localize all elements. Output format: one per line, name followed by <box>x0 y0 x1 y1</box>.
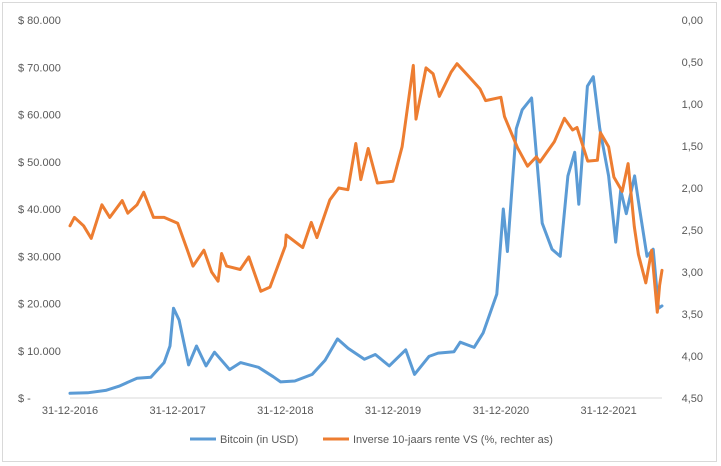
right-tick-label: 3,00 <box>682 267 703 279</box>
right-tick-label: 1,50 <box>682 141 703 153</box>
left-tick-label: $ 30.000 <box>18 251 61 263</box>
left-tick-label: $ 40.000 <box>18 204 61 216</box>
left-axis-ticks: $ - $ 10.000 $ 20.000 $ 30.000 $ 40.000 $ 50.… <box>18 15 61 405</box>
left-tick-label: $ 60.000 <box>18 110 61 122</box>
x-tick-label: 31-12-2019 <box>365 405 421 417</box>
legend-label: Inverse 10-jaars rente VS (%, rechter as… <box>353 434 553 446</box>
right-tick-label: 2,00 <box>682 183 703 195</box>
legend-label: Bitcoin (in USD) <box>220 434 298 446</box>
left-tick-label: $ - <box>18 393 31 405</box>
legend-item-bitcoin: Bitcoin (in USD) <box>190 434 298 446</box>
left-tick-label: $ 70.000 <box>18 62 61 74</box>
legend-item-treasury-yield: Inverse 10-jaars rente VS (%, rechter as… <box>323 434 553 446</box>
bitcoin-series-line <box>68 75 664 395</box>
right-tick-label: 4,00 <box>682 351 703 363</box>
right-tick-label: 2,50 <box>682 225 703 237</box>
left-tick-label: $ 50.000 <box>18 157 61 169</box>
x-tick-label: 31-12-2016 <box>42 405 98 417</box>
right-tick-label: 1,00 <box>682 99 703 111</box>
left-tick-label: $ 20.000 <box>18 299 61 311</box>
left-tick-label: $ 80.000 <box>18 15 61 27</box>
right-tick-label: 0,00 <box>682 15 703 27</box>
x-tick-label: 31-12-2018 <box>257 405 313 417</box>
legend: Bitcoin (in USD) Inverse 10-jaars rente V… <box>190 434 553 446</box>
x-tick-label: 31-12-2021 <box>580 405 636 417</box>
right-axis-ticks: 0,00 0,50 1,00 1,50 2,00 2,50 3,00 3,50 4,00 4,50 <box>682 15 703 405</box>
treasury-yield-series-line <box>68 62 664 314</box>
right-tick-label: 0,50 <box>682 57 703 69</box>
x-tick-label: 31-12-2020 <box>473 405 529 417</box>
right-tick-label: 4,50 <box>682 393 703 405</box>
x-tick-label: 31-12-2017 <box>150 405 206 417</box>
right-tick-label: 3,50 <box>682 309 703 321</box>
series-layer <box>68 62 664 395</box>
left-tick-label: $ 10.000 <box>18 346 61 358</box>
x-axis: 31-12-2016 31-12-2017 31-12-2018 31-12-2019… <box>42 397 662 417</box>
